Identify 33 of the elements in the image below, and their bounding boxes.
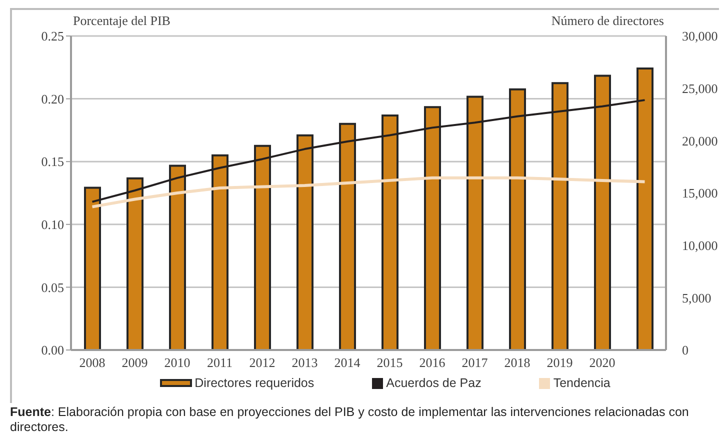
x-tick-label: 2010 <box>164 355 190 370</box>
x-tick-label: 2011 <box>206 355 233 370</box>
y2-tick-label: 25,000 <box>682 80 718 96</box>
x-tick-label: 2019 <box>546 355 573 370</box>
y-tick-label: 0.15 <box>41 154 64 170</box>
y2-axis-title: Número de directores <box>551 13 664 29</box>
y-tick-label: 0.05 <box>41 280 64 295</box>
y-tick-label: 0.20 <box>41 91 64 106</box>
y-tick-label: 0.10 <box>41 217 64 232</box>
y-tick-label: 0.00 <box>41 342 64 358</box>
x-tick-label: 2015 <box>376 355 403 370</box>
y2-tick-label: 20,000 <box>682 133 718 148</box>
y-tick-label: 0.25 <box>41 28 64 44</box>
x-tick-label: 2018 <box>504 355 530 370</box>
y2-tick-label: 30,000 <box>682 28 718 44</box>
line-series <box>90 176 646 208</box>
legend-label: Tendencia <box>553 376 610 390</box>
x-tick-label: 2016 <box>419 355 446 370</box>
y2-tick-label: 10,000 <box>682 238 718 253</box>
x-tick-label: 2012 <box>249 355 276 370</box>
x-tick-label: 2017 <box>462 355 488 370</box>
y-axis-title: Porcentaje del PIB <box>73 13 170 29</box>
legend-label: Acuerdos de Paz <box>386 376 482 390</box>
y2-tick-label: 5,000 <box>682 290 712 306</box>
x-tick-label: 2013 <box>292 355 318 370</box>
x-tick-label: 2008 <box>79 355 106 370</box>
x-tick-label: 2020 <box>589 355 616 370</box>
legend-label: Directores requeridos <box>194 376 314 390</box>
y2-tick-label: 0 <box>682 342 688 358</box>
y2-tick-label: 15,000 <box>682 186 718 201</box>
source-note: Fuente: Elaboración propia con base en proyecciones del PIB y costo de implementar las intervenciones relacionadas con directores. <box>10 405 690 435</box>
x-tick-label: 2009 <box>122 355 148 370</box>
x-tick-label: 2014 <box>334 355 361 370</box>
